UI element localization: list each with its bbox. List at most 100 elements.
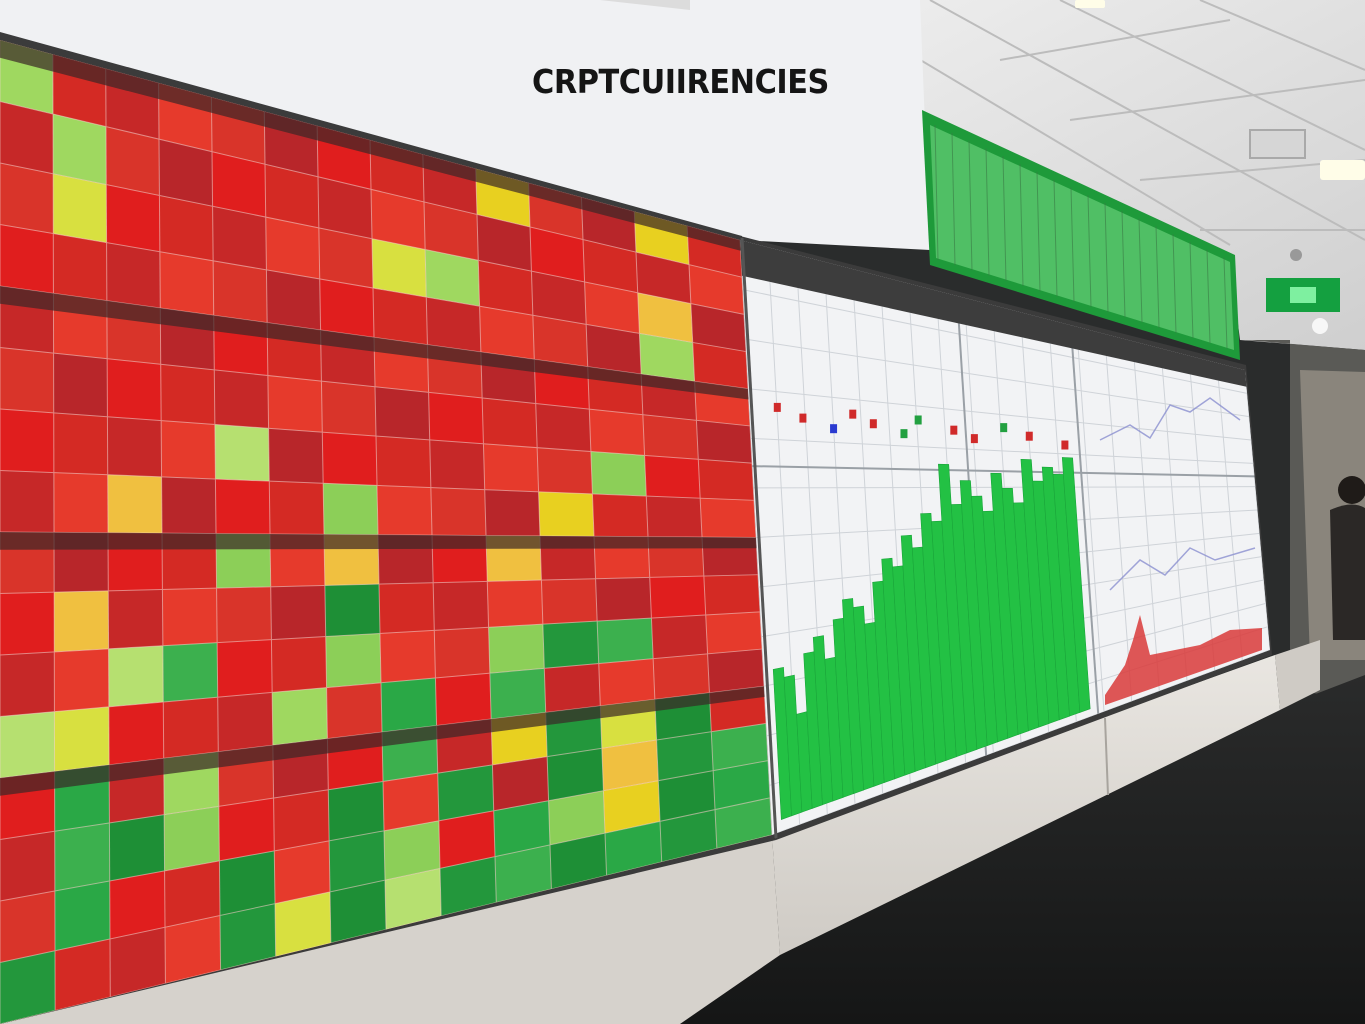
heatmap-cell	[637, 292, 693, 343]
heatmap-cell	[373, 288, 428, 345]
heatmap-cell	[605, 821, 662, 876]
person-silhouette	[1330, 476, 1365, 640]
heatmap-cell	[54, 706, 110, 772]
heatmap-cell	[653, 653, 710, 700]
heatmap-cell	[713, 760, 770, 810]
heatmap-cell	[0, 950, 56, 1024]
chart-marker	[869, 419, 877, 429]
heatmap-cell	[379, 582, 435, 634]
heatmap-cell	[644, 455, 701, 499]
heatmap-cell	[273, 789, 330, 851]
heatmap-cell	[0, 163, 54, 234]
heatmap-cell	[217, 639, 273, 698]
bar-chart-panel	[740, 240, 1270, 835]
chart-marker	[849, 409, 857, 419]
data-table-panel	[922, 110, 1240, 360]
heatmap-cell	[212, 151, 266, 218]
heatmap-panel	[0, 40, 772, 1024]
heatmap-cell	[0, 592, 55, 655]
heatmap-cell	[219, 850, 275, 916]
red-area-series	[1105, 615, 1262, 705]
heatmap-cell	[656, 731, 714, 781]
heatmap-cell	[479, 306, 535, 360]
heatmap-cell	[269, 481, 324, 535]
heatmap-cell	[162, 642, 218, 703]
heatmap-cell	[700, 498, 756, 538]
chart-marker	[1000, 423, 1008, 433]
heatmap-cell	[651, 614, 708, 659]
heatmap-cell	[53, 233, 107, 301]
heatmap-cell	[601, 740, 659, 791]
heatmap-cell	[216, 586, 272, 643]
heatmap-cell	[325, 633, 381, 688]
heatmap-cell	[159, 251, 214, 316]
heatmap-cell	[711, 723, 768, 771]
heatmap-cell	[703, 574, 760, 615]
heatmap-cell	[54, 880, 110, 951]
heatmap-cell	[550, 833, 607, 889]
heatmap-cell	[542, 621, 599, 669]
heatmap-cell	[218, 798, 275, 861]
heatmap-cell	[541, 578, 598, 625]
heatmap-cell	[428, 392, 484, 444]
heatmap-cell	[696, 420, 752, 464]
heatmap-cell	[55, 938, 111, 1011]
ceiling	[690, 0, 1365, 350]
heatmap-cell	[215, 479, 270, 534]
heatmap-cell	[0, 711, 55, 778]
heatmap-cell	[531, 271, 587, 325]
heatmap-cell	[324, 584, 380, 637]
heatmap-cell	[106, 242, 161, 309]
heatmap-cell	[318, 227, 373, 289]
heatmap-cell	[426, 297, 481, 353]
chart-marker	[900, 429, 908, 439]
heatmap-cell	[492, 756, 549, 811]
heatmap-cell	[380, 630, 436, 683]
heatmap-cell	[0, 101, 54, 174]
heatmap-cell	[217, 692, 273, 752]
heatmap-cell	[108, 645, 164, 707]
heatmap-cell	[272, 687, 328, 746]
heatmap-cell	[660, 809, 717, 862]
heatmap-cell	[54, 590, 109, 652]
heatmap-cell	[440, 856, 497, 916]
heatmap-cell	[584, 281, 640, 334]
heatmap-cell	[484, 489, 540, 536]
heatmap-cell	[107, 358, 162, 421]
heatmap-cell	[424, 201, 479, 261]
heatmap-cell	[329, 830, 385, 892]
heatmap-cell	[372, 238, 427, 298]
heatmap-cell	[109, 814, 165, 881]
heatmap-cell	[214, 424, 270, 482]
heatmap-cell	[483, 443, 539, 492]
heatmap-cell	[429, 439, 485, 490]
heatmap-cell	[274, 840, 330, 904]
heatmap-cell	[0, 890, 55, 963]
heatmap-cell	[163, 697, 219, 759]
heatmap-cell	[544, 663, 601, 713]
heatmap-cell	[535, 403, 591, 452]
heatmap-cell	[162, 588, 218, 646]
heatmap-cell	[478, 260, 533, 316]
heatmap-cell	[532, 315, 588, 367]
heatmap-cell	[597, 618, 654, 664]
heatmap-cell	[322, 432, 377, 486]
heatmap-cell	[435, 673, 492, 726]
heatmap-cell	[0, 831, 55, 901]
heatmap-cell	[165, 915, 221, 984]
heatmap-cell	[214, 369, 269, 429]
heatmap-cell	[326, 682, 382, 739]
heatmap-cell	[430, 487, 486, 536]
heatmap-cell	[381, 677, 437, 733]
heatmap-cell	[384, 820, 440, 881]
heatmap-cell	[108, 589, 163, 649]
heatmap-cell	[109, 870, 165, 939]
heatmap-cell	[107, 474, 162, 534]
heatmap-cell	[53, 472, 108, 533]
heatmap-cell	[0, 651, 55, 717]
heatmap-cell	[267, 375, 323, 433]
header-title: CRPTCUIIRENCIES	[532, 62, 829, 101]
heatmap-cell	[319, 278, 374, 338]
heatmap-cell	[383, 773, 439, 831]
heatmap-cell	[437, 764, 494, 821]
